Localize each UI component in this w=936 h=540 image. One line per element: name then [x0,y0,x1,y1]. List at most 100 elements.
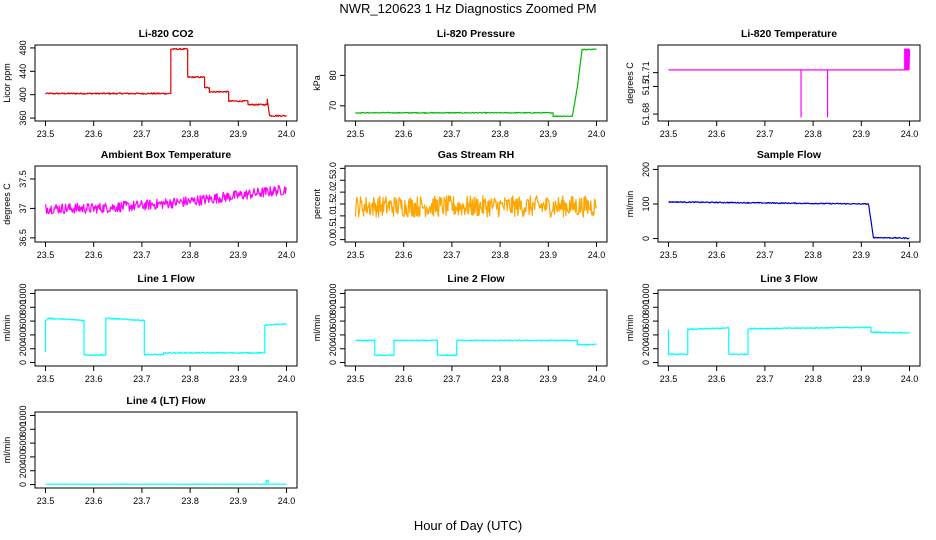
panel-title: Line 2 Flow [447,273,505,285]
panel-title: Line 1 Flow [137,273,195,285]
plot-frame [344,44,608,122]
panel-title: Li-820 CO2 [139,28,194,40]
x-tick-label: 23.8 [804,129,822,139]
x-tick-label: 23.5 [37,250,55,260]
chart-panel-rh: Gas Stream RH percent 23.5 23.6 23.7 23.8 23.9… [312,149,608,260]
x-tick-label: 23.6 [708,129,726,139]
x-tick-label: 23.7 [443,250,461,260]
panel-title: Sample Flow [757,149,822,161]
y-tick-label: 600 [18,314,28,329]
y-tick-label: 0 [641,360,651,365]
y-tick-label: 200 [328,341,338,356]
data-series-line [355,339,597,357]
y-tick-label: 1000 [18,405,28,425]
x-tick-label: 24.0 [588,250,606,260]
y-tick-label: 0 [328,360,338,365]
x-tick-label: 23.7 [756,129,774,139]
x-tick-label: 23.7 [133,250,151,260]
x-tick-label: 23.8 [181,374,199,384]
y-tick-label: 2.0 [328,186,338,199]
x-tick-label: 24.0 [588,374,606,384]
y-tick-label: 600 [641,314,651,329]
y-tick-label: 100 [641,196,651,211]
x-tick-label: 23.8 [491,129,509,139]
chart-panel-co2: Li-820 CO2 Licor ppm 23.5 23.6 23.7 23.8 23.9 2… [2,28,298,139]
y-axis-label: ml/min [625,191,635,218]
x-tick-label: 23.9 [853,374,871,384]
x-tick-label: 23.9 [540,374,558,384]
data-series-line [44,185,288,215]
y-axis-label: ml/min [2,315,12,342]
x-tick-label: 23.9 [853,250,871,260]
y-tick-label: 37 [18,203,28,213]
y-tick-label: 400 [18,87,28,102]
y-tick-label: 0 [18,482,28,487]
y-axis-label: ml/min [2,437,12,464]
x-tick-label: 23.8 [491,250,509,260]
x-tick-label: 23.6 [85,496,103,506]
y-axis-label: ml/min [312,315,322,342]
x-tick-label: 23.6 [395,129,413,139]
data-series-line [354,195,598,218]
y-axis-label: percent [312,188,322,219]
y-tick-label: 400 [18,327,28,342]
plot-frame [344,289,608,367]
x-tick-label: 23.6 [85,129,103,139]
x-tick-label: 23.8 [491,374,509,384]
x-tick-label: 23.9 [853,129,871,139]
panel-title: Li-820 Pressure [437,28,515,40]
x-tick-label: 23.7 [756,374,774,384]
data-series-line [667,326,910,356]
y-tick-label: 1.0 [328,210,338,223]
y-tick-label: 3.0 [328,162,338,175]
data-series-line [355,48,597,118]
x-tick-label: 24.0 [901,250,919,260]
y-tick-label: 200 [641,162,651,177]
y-tick-label: 400 [641,327,651,342]
chart-panel-line2: Line 2 Flow ml/min 23.5 23.6 23.7 23.8 23.9 24.… [312,273,608,384]
plot-frame [657,289,921,367]
y-tick-label: 800 [641,300,651,315]
x-tick-label: 23.5 [660,250,678,260]
y-tick-label: 51.68 [641,103,651,126]
x-axis-label: Hour of Day (UTC) [413,518,523,533]
data-series-line [45,479,287,485]
panel-title: Ambient Box Temperature [101,149,232,161]
x-tick-label: 23.5 [37,496,55,506]
x-tick-label: 23.6 [395,250,413,260]
x-tick-label: 23.5 [347,250,365,260]
y-axis-label: degrees C [625,62,635,104]
data-series-line [44,317,287,357]
panel-title: Gas Stream RH [438,149,514,161]
plot-frame [34,411,298,489]
panel-title: Line 4 (LT) Flow [126,395,206,407]
chart-panel-line1: Line 1 Flow ml/min 23.5 23.6 23.7 23.8 23.9 24.… [2,273,298,384]
y-tick-label: 0 [641,236,651,241]
y-tick-label: 37.5 [18,170,28,188]
panel-title: Li-820 Temperature [741,28,837,40]
x-tick-label: 23.8 [181,496,199,506]
x-tick-label: 23.5 [660,129,678,139]
plot-frame [657,44,921,122]
x-tick-label: 24.0 [278,129,296,139]
x-tick-label: 24.0 [901,374,919,384]
x-tick-label: 23.9 [230,250,248,260]
x-tick-label: 23.7 [133,496,151,506]
x-tick-label: 24.0 [278,496,296,506]
y-tick-label: 800 [18,300,28,315]
y-tick-label: 80 [328,70,338,80]
x-tick-label: 23.5 [660,374,678,384]
x-tick-label: 24.0 [278,374,296,384]
data-series-line [45,47,287,118]
x-tick-label: 23.8 [804,250,822,260]
x-tick-label: 23.9 [540,250,558,260]
y-axis-label: Licor ppm [2,63,12,103]
y-tick-label: 440 [18,64,28,79]
x-tick-label: 23.7 [133,129,151,139]
y-tick-label: 1000 [328,283,338,303]
x-tick-label: 23.9 [230,496,248,506]
x-tick-label: 23.6 [708,250,726,260]
x-tick-label: 23.5 [37,374,55,384]
x-tick-label: 24.0 [588,129,606,139]
y-tick-label: 51.71 [641,61,651,84]
